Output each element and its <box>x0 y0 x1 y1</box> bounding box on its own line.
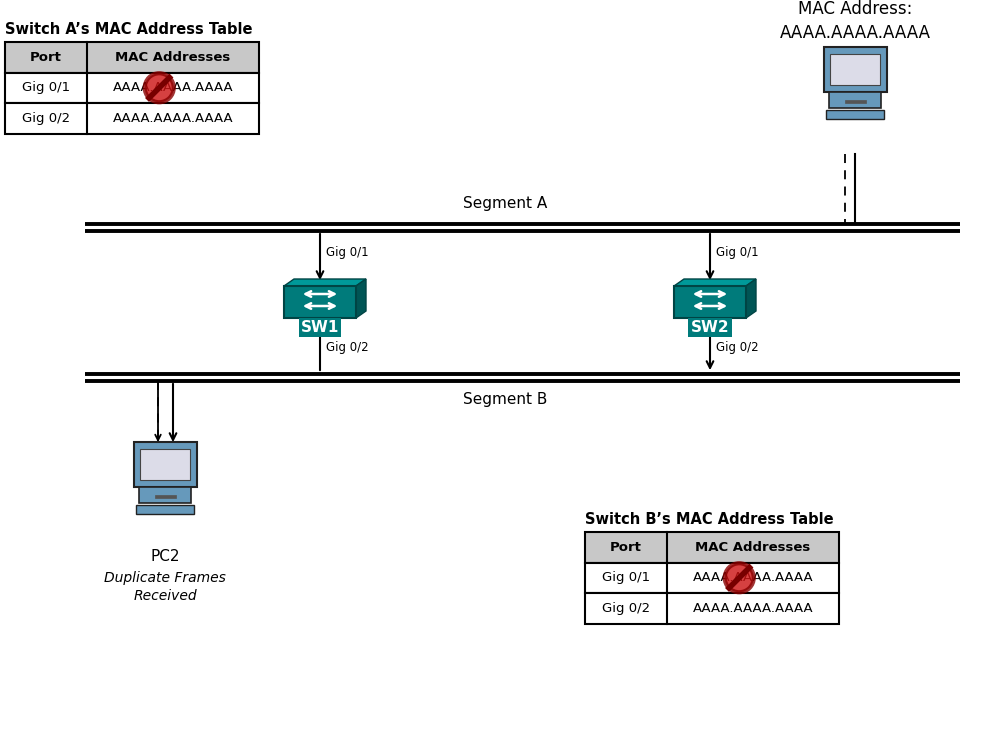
Text: Switch A’s MAC Address Table: Switch A’s MAC Address Table <box>5 22 252 37</box>
Polygon shape <box>284 279 366 286</box>
Text: Gig 0/2: Gig 0/2 <box>326 340 369 354</box>
Bar <box>160 487 170 496</box>
Circle shape <box>725 563 754 592</box>
Bar <box>155 495 176 498</box>
Text: MAC Addresses: MAC Addresses <box>116 51 230 64</box>
Text: PC1
MAC Address:
AAAA.AAAA.AAAA: PC1 MAC Address: AAAA.AAAA.AAAA <box>780 0 931 42</box>
FancyBboxPatch shape <box>585 532 839 562</box>
FancyBboxPatch shape <box>139 487 191 504</box>
FancyBboxPatch shape <box>140 449 190 480</box>
FancyBboxPatch shape <box>585 593 839 624</box>
Text: Segment B: Segment B <box>463 392 547 407</box>
Text: Switch B’s MAC Address Table: Switch B’s MAC Address Table <box>585 512 833 527</box>
Text: SW2: SW2 <box>690 320 730 335</box>
FancyBboxPatch shape <box>5 103 259 133</box>
FancyBboxPatch shape <box>134 442 197 487</box>
Bar <box>850 92 859 101</box>
Text: Gig 0/2: Gig 0/2 <box>22 112 70 124</box>
Text: Gig 0/2: Gig 0/2 <box>602 602 650 615</box>
FancyBboxPatch shape <box>5 42 259 72</box>
FancyBboxPatch shape <box>585 562 839 593</box>
Text: Segment A: Segment A <box>463 196 547 211</box>
FancyBboxPatch shape <box>674 286 746 318</box>
Text: Gig 0/1: Gig 0/1 <box>602 571 650 584</box>
Circle shape <box>145 73 174 102</box>
Text: PC2: PC2 <box>151 549 180 564</box>
Text: Gig 0/1: Gig 0/1 <box>716 245 759 258</box>
Polygon shape <box>356 279 366 318</box>
FancyBboxPatch shape <box>823 48 886 92</box>
Text: AAAA.AAAA.AAAA: AAAA.AAAA.AAAA <box>113 81 233 94</box>
FancyBboxPatch shape <box>284 286 356 318</box>
FancyBboxPatch shape <box>826 111 883 119</box>
Text: SW1: SW1 <box>300 320 339 335</box>
Text: AAAA.AAAA.AAAA: AAAA.AAAA.AAAA <box>692 602 813 615</box>
Text: MAC Addresses: MAC Addresses <box>695 541 811 553</box>
Bar <box>844 100 865 103</box>
FancyBboxPatch shape <box>830 53 880 85</box>
Text: Port: Port <box>610 541 642 553</box>
Polygon shape <box>674 279 756 286</box>
FancyBboxPatch shape <box>136 505 194 514</box>
Text: Gig 0/1: Gig 0/1 <box>22 81 70 94</box>
FancyBboxPatch shape <box>829 92 881 108</box>
Text: Port: Port <box>30 51 62 64</box>
Text: AAAA.AAAA.AAAA: AAAA.AAAA.AAAA <box>113 112 233 124</box>
Polygon shape <box>746 279 756 318</box>
Text: AAAA.AAAA.AAAA: AAAA.AAAA.AAAA <box>692 571 813 584</box>
Text: Duplicate Frames
Received: Duplicate Frames Received <box>105 571 226 603</box>
FancyBboxPatch shape <box>5 72 259 103</box>
Text: Gig 0/1: Gig 0/1 <box>326 245 369 258</box>
Text: Gig 0/2: Gig 0/2 <box>716 340 759 354</box>
